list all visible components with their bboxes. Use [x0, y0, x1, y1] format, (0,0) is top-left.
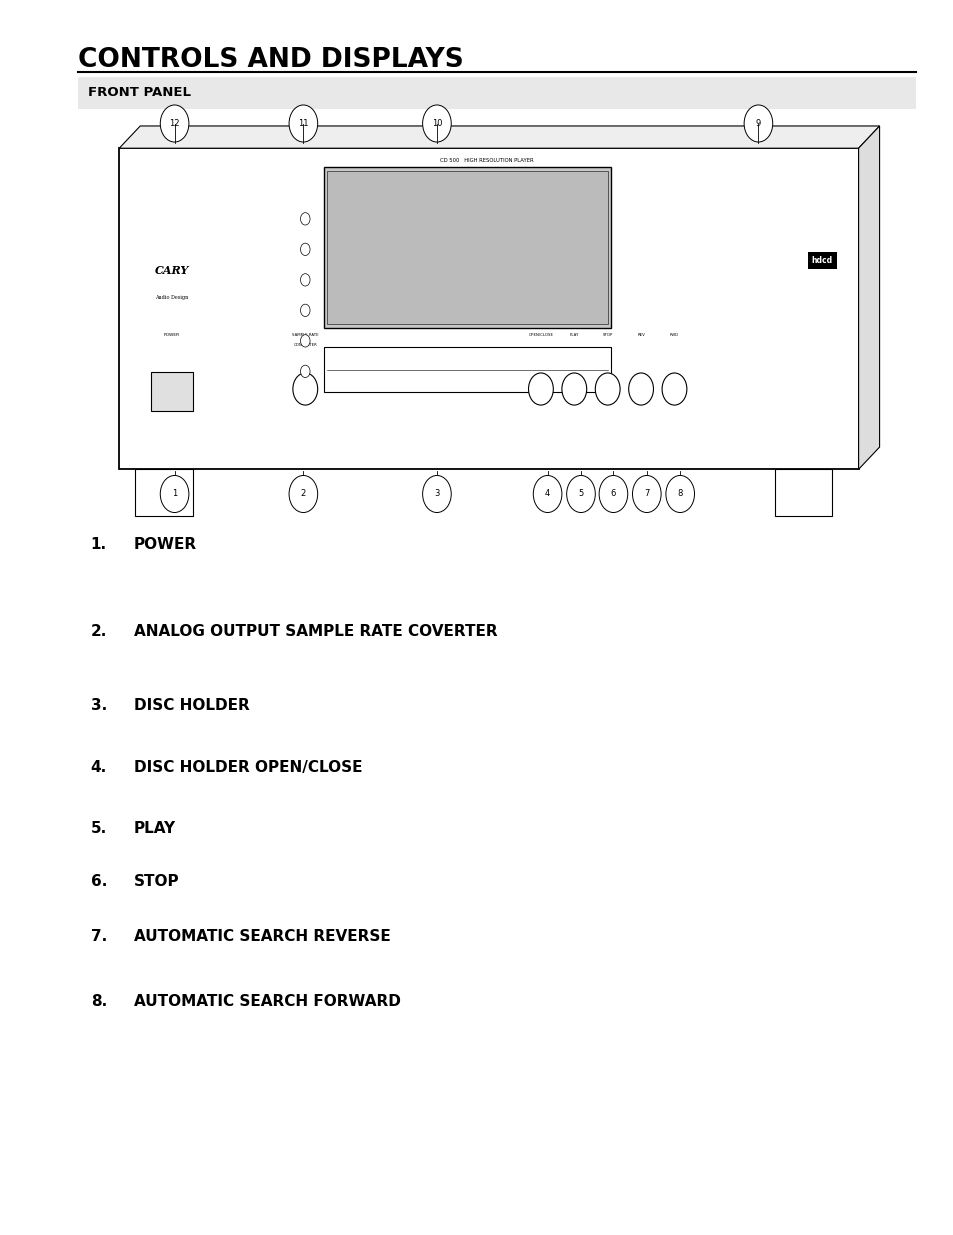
Text: Audio Design: Audio Design	[155, 295, 188, 300]
Text: REV: REV	[637, 333, 644, 337]
Circle shape	[289, 105, 317, 142]
Text: PLAY: PLAY	[569, 333, 578, 337]
Text: ANALOG OUTPUT SAMPLE RATE COVERTER: ANALOG OUTPUT SAMPLE RATE COVERTER	[133, 624, 497, 638]
Polygon shape	[119, 126, 879, 148]
Text: 3.: 3.	[91, 698, 107, 713]
Circle shape	[289, 475, 317, 513]
Text: DISC HOLDER OPEN/CLOSE: DISC HOLDER OPEN/CLOSE	[133, 760, 362, 774]
Bar	[324, 347, 610, 393]
Polygon shape	[858, 126, 879, 469]
Text: AUTOMATIC SEARCH REVERSE: AUTOMATIC SEARCH REVERSE	[133, 929, 390, 944]
Text: CONTROLS AND DISPLAYS: CONTROLS AND DISPLAYS	[78, 47, 463, 73]
Circle shape	[661, 373, 686, 405]
Text: CD 500   HIGH RESOLUTION PLAYER: CD 500 HIGH RESOLUTION PLAYER	[439, 158, 533, 163]
Circle shape	[422, 475, 451, 513]
Text: AUTOMATIC SEARCH FORWARD: AUTOMATIC SEARCH FORWARD	[133, 994, 400, 1009]
Circle shape	[300, 366, 310, 378]
Text: FRONT PANEL: FRONT PANEL	[88, 86, 191, 99]
Text: 6.: 6.	[91, 874, 107, 889]
Text: 6: 6	[610, 489, 616, 499]
Circle shape	[632, 475, 660, 513]
Circle shape	[528, 373, 553, 405]
Circle shape	[566, 475, 595, 513]
Circle shape	[598, 475, 627, 513]
Text: OPEN/CLOSE: OPEN/CLOSE	[528, 333, 553, 337]
Circle shape	[561, 373, 586, 405]
Text: 8: 8	[677, 489, 682, 499]
Text: 2: 2	[300, 489, 306, 499]
Circle shape	[300, 212, 310, 225]
Text: CONVERTER: CONVERTER	[294, 343, 316, 347]
Circle shape	[665, 475, 694, 513]
Text: 12: 12	[169, 119, 180, 128]
Text: 1: 1	[172, 489, 177, 499]
Text: 10: 10	[431, 119, 442, 128]
Circle shape	[628, 373, 653, 405]
Circle shape	[293, 373, 317, 405]
Circle shape	[300, 274, 310, 287]
Text: 7.: 7.	[91, 929, 107, 944]
Text: 11: 11	[297, 119, 309, 128]
Circle shape	[743, 105, 772, 142]
Text: STOP: STOP	[602, 333, 612, 337]
Circle shape	[300, 304, 310, 316]
Text: POWER: POWER	[133, 537, 196, 552]
Text: 4: 4	[544, 489, 550, 499]
Text: 7: 7	[643, 489, 649, 499]
Circle shape	[160, 475, 189, 513]
Circle shape	[300, 243, 310, 256]
Circle shape	[300, 335, 310, 347]
Text: 1.: 1.	[91, 537, 107, 552]
Text: SAMPLE RATE: SAMPLE RATE	[292, 333, 318, 337]
Text: 8.: 8.	[91, 994, 107, 1009]
Circle shape	[160, 105, 189, 142]
Text: 9: 9	[755, 119, 760, 128]
Bar	[151, 372, 193, 411]
Text: DISC HOLDER: DISC HOLDER	[133, 698, 249, 713]
Bar	[135, 469, 193, 516]
Bar	[774, 469, 831, 516]
Text: hdcd: hdcd	[811, 256, 832, 266]
Bar	[78, 77, 915, 109]
Bar	[119, 148, 858, 469]
Text: 5: 5	[578, 489, 583, 499]
Circle shape	[533, 475, 561, 513]
Text: 5.: 5.	[91, 821, 107, 836]
Text: 2.: 2.	[91, 624, 107, 638]
Circle shape	[422, 105, 451, 142]
Text: FWD: FWD	[669, 333, 679, 337]
Bar	[327, 172, 607, 325]
Circle shape	[595, 373, 619, 405]
Text: PLAY: PLAY	[133, 821, 175, 836]
Bar	[324, 168, 610, 329]
Text: 4.: 4.	[91, 760, 107, 774]
Text: CARY: CARY	[154, 264, 189, 275]
Text: POWER: POWER	[164, 333, 179, 337]
Text: 3: 3	[434, 489, 439, 499]
Text: STOP: STOP	[133, 874, 179, 889]
